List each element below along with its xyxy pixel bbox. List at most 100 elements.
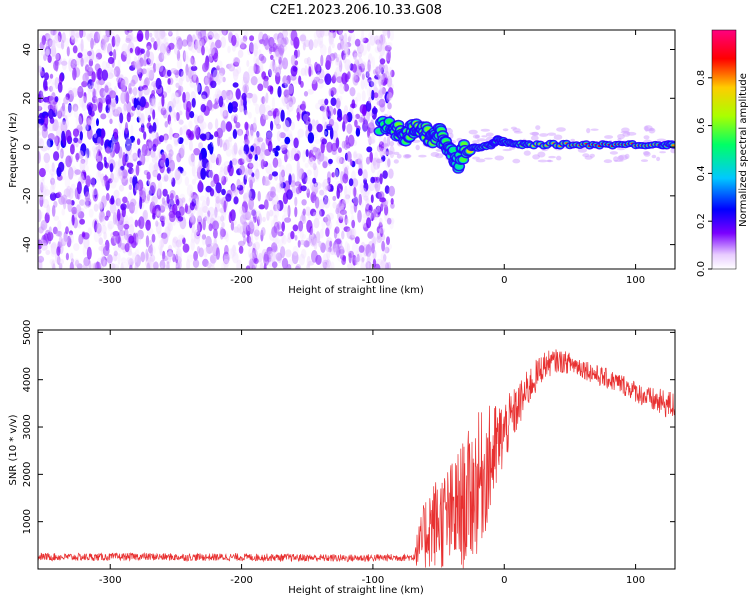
spectrogram-cell — [275, 116, 280, 124]
spectrogram-cell — [344, 48, 350, 57]
spectrogram-cell — [330, 97, 337, 106]
spectrogram-cell — [58, 262, 63, 269]
spectrogram-cell — [136, 61, 142, 75]
spectrogram-cell — [194, 83, 201, 93]
spectrogram-cell — [324, 215, 330, 223]
spectrogram-cell — [345, 194, 351, 200]
spectrogram-cell — [175, 250, 179, 260]
spectrogram-cell — [134, 46, 141, 56]
spectrogram-cell — [197, 115, 204, 124]
spectrogram-cell — [156, 56, 160, 68]
spectrogram-cell — [56, 191, 62, 198]
spectrogram-cell — [590, 128, 599, 131]
spectrogram-cell — [161, 94, 165, 107]
spectrogram-cell — [176, 58, 182, 70]
spectrogram-cell — [357, 69, 362, 78]
spectrogram-cell — [390, 202, 395, 209]
spectrogram-cell — [105, 192, 110, 201]
spectrogram-cell — [222, 259, 230, 268]
spectrogram-cell — [512, 158, 521, 164]
spectrogram-cell — [152, 164, 159, 172]
spectrogram-cell — [160, 265, 164, 269]
spectrogram-cell — [194, 124, 200, 136]
colorbar-ticks: 0.00.20.40.60.8 — [696, 70, 712, 277]
spectrogram-cell — [87, 34, 92, 42]
spectrogram-cell — [148, 162, 155, 174]
spectrogram-cell — [222, 30, 227, 36]
spectrogram-cell — [387, 77, 392, 87]
spectrogram-cell — [387, 42, 393, 48]
spectrogram-cell — [537, 159, 548, 163]
spectrogram-cell — [403, 154, 411, 159]
spectrogram-cell — [175, 253, 179, 264]
spectrogram-cell — [91, 71, 96, 83]
spectrogram-cell — [271, 97, 275, 110]
spectrogram-cell — [77, 43, 85, 54]
spectrogram-cell — [260, 149, 266, 160]
spectrogram-cell — [389, 30, 394, 41]
spectrogram-cell — [50, 177, 55, 186]
spectrogram-cell — [193, 148, 201, 156]
spectrogram-cell — [160, 107, 167, 116]
spectrogram-cell — [312, 124, 317, 137]
spectrogram-cell — [117, 197, 122, 204]
spectrogram-cell — [374, 65, 380, 72]
y-tick-label: 1000 — [22, 509, 33, 534]
spectrogram-cell — [98, 210, 106, 222]
spectrogram-cell — [261, 227, 266, 237]
spectrogram-cell — [195, 30, 199, 36]
spectrogram-cell — [213, 228, 218, 239]
spectrogram-cell — [355, 153, 363, 159]
spectrogram-cell — [85, 32, 91, 41]
spectrogram-cell — [136, 30, 144, 42]
spectrogram-cell — [49, 192, 57, 201]
spectrogram-cell — [243, 174, 247, 185]
spectrogram-cell — [158, 62, 164, 72]
spectrogram-cell — [556, 155, 562, 161]
spectrogram-cell — [99, 87, 106, 98]
spectrogram-cell — [368, 138, 376, 144]
spectrogram-cell — [293, 49, 299, 59]
spectrogram-cell — [553, 134, 563, 140]
spectrogram-cell — [107, 56, 115, 65]
spectrogram-cell — [172, 98, 176, 108]
spectrogram-cell — [337, 108, 342, 118]
spectrogram-cell — [50, 173, 54, 182]
spectrogram-cell — [162, 188, 168, 197]
spectrogram-cell — [124, 122, 129, 135]
spectrogram-cell — [290, 65, 298, 77]
spectrogram-cell — [50, 243, 57, 249]
spectrogram-cell — [305, 176, 312, 184]
spectrogram-cell — [163, 133, 169, 141]
spectrogram-cell — [126, 101, 132, 114]
spectrogram-cell — [361, 30, 365, 42]
spectrogram-cell — [357, 51, 363, 58]
spectrogram-cell — [302, 150, 306, 163]
spectrogram-cell — [257, 213, 262, 225]
spectrogram-cell — [127, 167, 134, 175]
spectrogram-cell — [235, 121, 241, 129]
spectrogram-cell — [246, 189, 252, 200]
spectrogram-cell — [251, 209, 257, 216]
spectrogram-cell — [315, 102, 321, 110]
spectrogram-cell — [161, 153, 166, 164]
spectrogram-cell — [252, 95, 258, 106]
spectrogram-cell — [329, 30, 336, 33]
spectrogram-cell — [249, 42, 256, 53]
spectrogram-cell — [337, 147, 342, 153]
spectrogram-cell — [202, 205, 209, 214]
spectrogram-cell — [203, 213, 210, 221]
spectrogram-cell — [89, 85, 95, 93]
spectrogram-cell — [243, 194, 247, 200]
spectrogram-cell — [288, 173, 292, 186]
spectrogram-cell — [155, 63, 160, 72]
spectrogram-cell — [177, 253, 183, 264]
spectrogram-cell — [100, 256, 108, 267]
spectrogram-cell — [168, 170, 174, 183]
spectrogram-cell — [124, 243, 130, 253]
spectrogram-cell — [140, 113, 145, 126]
spectrogram-cell — [128, 83, 132, 94]
spectrogram-cell — [284, 79, 290, 91]
spectrogram-cell — [335, 97, 341, 109]
